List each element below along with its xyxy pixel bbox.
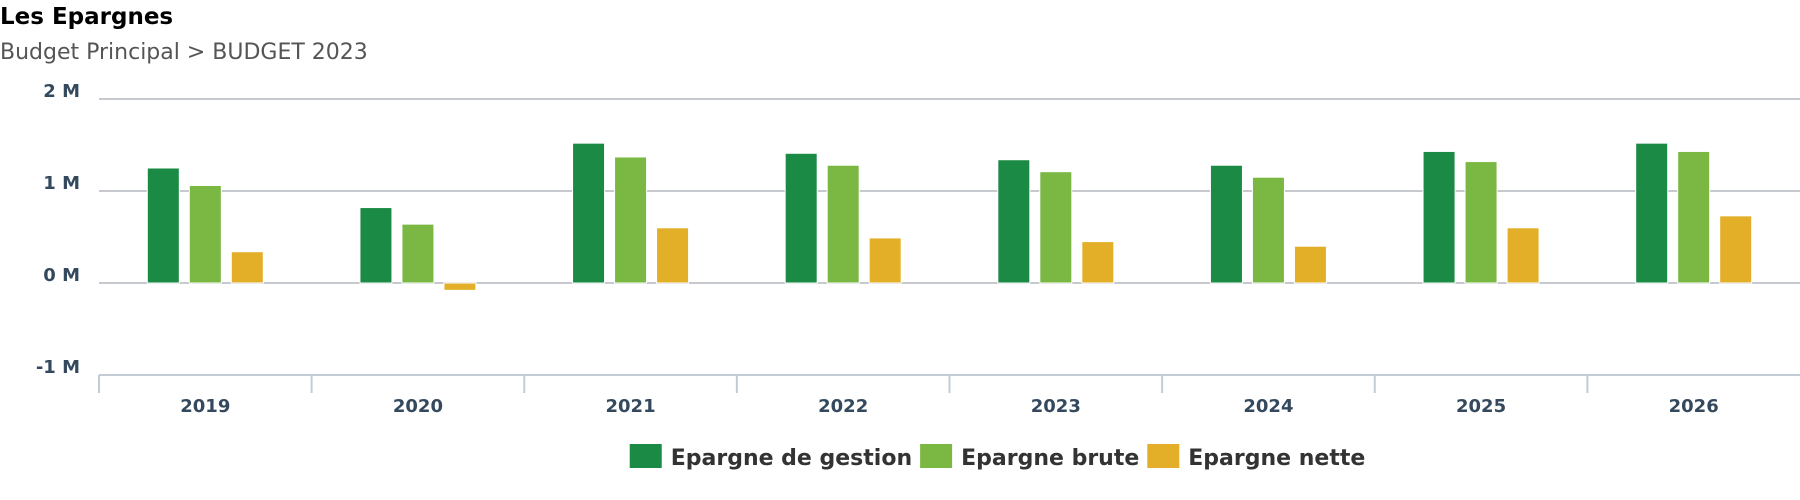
legend-swatch	[920, 444, 953, 468]
bar-2025-epargne-de-gestion	[1422, 150, 1456, 284]
bar-2024-epargne-nette	[1293, 245, 1327, 284]
bar-2022-epargne-nette	[868, 237, 902, 284]
legend[interactable]: Epargne de gestion Epargne brute Epargne n…	[629, 444, 1366, 471]
bar-2022-epargne-de-gestion	[784, 152, 818, 284]
bars	[146, 142, 1753, 291]
bar-2020-epargne-de-gestion	[359, 207, 393, 284]
legend-label: Epargne brute	[961, 446, 1139, 471]
x-tick-label: 2020	[393, 396, 443, 417]
legend-item-epargne-brute[interactable]: Epargne brute	[920, 444, 1139, 471]
bar-2021-epargne-de-gestion	[572, 142, 606, 284]
chart-subtitle: Budget Principal > BUDGET 2023	[0, 40, 368, 65]
legend-swatch	[1147, 444, 1180, 468]
bar-2020-epargne-nette	[443, 282, 477, 291]
x-tick-label: 2023	[1031, 396, 1081, 417]
y-axis-tick-labels: 2 M 1 M 0 M -1 M	[36, 81, 80, 378]
x-tick-label: 2022	[818, 396, 868, 417]
bar-2023-epargne-brute	[1039, 171, 1073, 284]
x-tick-label: 2025	[1456, 396, 1506, 417]
legend-item-epargne-nette[interactable]: Epargne nette	[1147, 444, 1365, 471]
chart-title: Les Epargnes	[0, 4, 173, 30]
bar-2019-epargne-de-gestion	[146, 167, 180, 284]
bar-2022-epargne-brute	[826, 164, 860, 284]
y-gridlines	[99, 98, 1800, 284]
bar-2026-epargne-de-gestion	[1635, 142, 1669, 284]
x-tick-label: 2026	[1669, 396, 1719, 417]
y-tick-label: 0 M	[43, 265, 80, 286]
x-axis: 2019 2020 2021 2022 2023 2024 2025 2026	[98, 374, 1800, 417]
bar-2019-epargne-nette	[230, 251, 264, 284]
x-tick-label: 2024	[1243, 396, 1293, 417]
x-tick-label: 2019	[180, 396, 230, 417]
legend-swatch	[629, 444, 662, 468]
y-tick-label: 2 M	[43, 81, 80, 102]
bar-2025-epargne-nette	[1506, 227, 1540, 284]
y-tick-label: 1 M	[43, 173, 80, 194]
bar-2023-epargne-nette	[1081, 241, 1115, 284]
bar-2024-epargne-brute	[1251, 176, 1285, 284]
bar-2021-epargne-brute	[614, 156, 648, 284]
bar-2025-epargne-brute	[1464, 161, 1498, 284]
bar-2026-epargne-nette	[1719, 215, 1753, 284]
legend-label: Epargne nette	[1188, 446, 1365, 471]
bar-2020-epargne-brute	[401, 223, 435, 284]
bar-2019-epargne-brute	[188, 184, 222, 284]
bar-2024-epargne-de-gestion	[1209, 164, 1243, 284]
legend-label: Epargne de gestion	[671, 446, 912, 471]
bar-2023-epargne-de-gestion	[997, 159, 1031, 284]
bar-2021-epargne-nette	[656, 227, 690, 284]
bar-2026-epargne-brute	[1677, 150, 1711, 284]
legend-item-epargne-de-gestion[interactable]: Epargne de gestion	[629, 444, 912, 471]
x-tick-label: 2021	[606, 396, 656, 417]
y-tick-label: -1 M	[36, 357, 80, 378]
